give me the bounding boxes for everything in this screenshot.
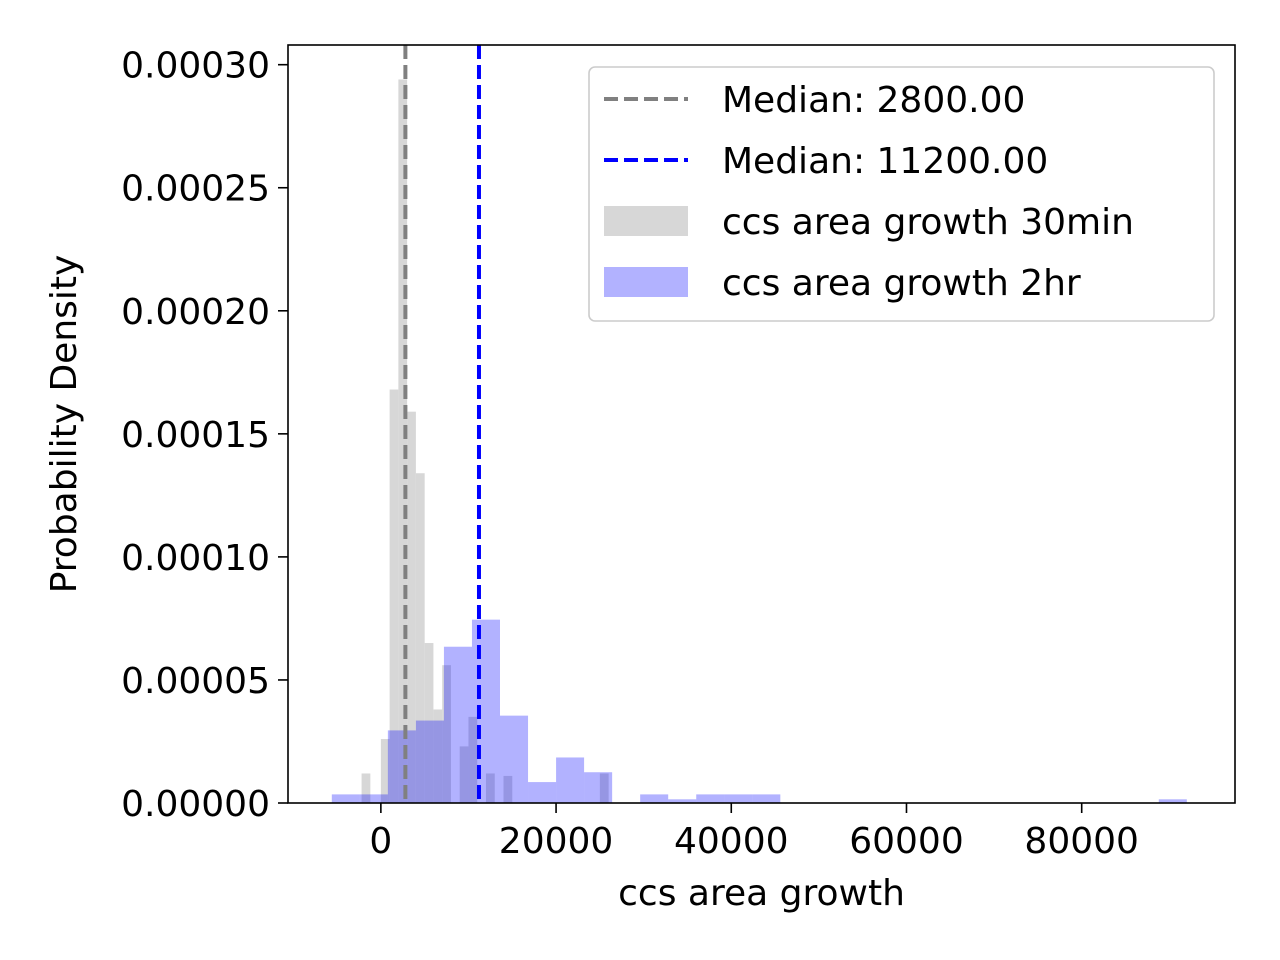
y-tick-label-0: 0.00000 xyxy=(121,784,270,825)
y-tick-label-1: 0.00005 xyxy=(121,661,270,702)
bar-2hr-6 xyxy=(500,715,529,803)
bar-30min-12 xyxy=(503,775,513,803)
legend: Median: 2800.00 Median: 11200.00 ccs area … xyxy=(588,66,1215,322)
legend-label-3: ccs area growth 2hr xyxy=(722,263,1081,304)
y-axis-ticks: 0.00000 0.00005 0.00010 0.00015 0.00020 0.000… xyxy=(121,46,288,825)
bar-2hr-10 xyxy=(640,794,669,803)
bar-2hr-2 xyxy=(387,730,416,803)
bar-30min-13 xyxy=(599,773,609,803)
bar-30min-7 xyxy=(433,709,443,803)
bar-2hr-15 xyxy=(1158,799,1187,803)
bar-2hr-11 xyxy=(668,799,697,803)
series-30min-bars xyxy=(361,79,609,804)
plot-frame xyxy=(287,44,1236,804)
median-lines xyxy=(403,45,481,803)
y-tick-label-2: 0.00010 xyxy=(121,538,270,579)
bar-30min-1 xyxy=(380,739,390,803)
bar-30min-6 xyxy=(424,643,434,803)
bar-2hr-7 xyxy=(528,782,557,803)
x-tick-label-3: 60000 xyxy=(849,821,964,862)
y-tick-label-6: 0.00030 xyxy=(121,46,270,87)
legend-label-0: Median: 2800.00 xyxy=(722,80,1025,121)
x-tick-label-1: 20000 xyxy=(499,821,614,862)
y-tick-label-3: 0.00015 xyxy=(121,415,270,456)
bar-30min-5 xyxy=(415,473,425,803)
bar-2hr-3 xyxy=(415,720,444,803)
bar-30min-8 xyxy=(442,665,451,803)
bar-2hr-0 xyxy=(331,794,360,803)
y-tick-label-4: 0.00020 xyxy=(121,292,270,333)
x-tick-label-4: 80000 xyxy=(1024,821,1139,862)
bar-2hr-13 xyxy=(724,794,753,803)
bar-2hr-14 xyxy=(752,794,781,803)
bar-30min-9 xyxy=(459,746,469,803)
y-tick-label-5: 0.00025 xyxy=(121,169,270,210)
bar-2hr-12 xyxy=(696,794,725,803)
legend-label-2: ccs area growth 30min xyxy=(722,202,1134,243)
bar-30min-0 xyxy=(361,773,371,803)
bar-30min-10 xyxy=(468,716,478,803)
plot-area xyxy=(331,45,1187,804)
y-axis-label: Probability Density xyxy=(44,255,85,594)
series-2hr-bars xyxy=(331,619,1187,803)
legend-box xyxy=(588,66,1215,322)
x-axis-ticks: 0 20000 40000 60000 80000 xyxy=(369,803,1139,862)
bar-30min-11 xyxy=(485,773,495,803)
legend-patch-2 xyxy=(604,206,688,236)
bar-30min-2 xyxy=(389,389,399,803)
legend-patch-3 xyxy=(604,267,688,297)
x-tick-label-0: 0 xyxy=(369,821,392,862)
bar-2hr-8 xyxy=(556,757,585,803)
bar-2hr-5 xyxy=(471,619,501,803)
bar-30min-4 xyxy=(407,411,416,803)
x-axis-label: ccs area growth xyxy=(618,873,905,914)
x-tick-label-2: 40000 xyxy=(674,821,789,862)
bar-2hr-9 xyxy=(584,772,613,803)
legend-label-1: Median: 11200.00 xyxy=(722,141,1048,182)
bar-30min-3 xyxy=(398,79,408,804)
bar-2hr-1 xyxy=(359,794,388,803)
bar-2hr-4 xyxy=(443,646,472,803)
